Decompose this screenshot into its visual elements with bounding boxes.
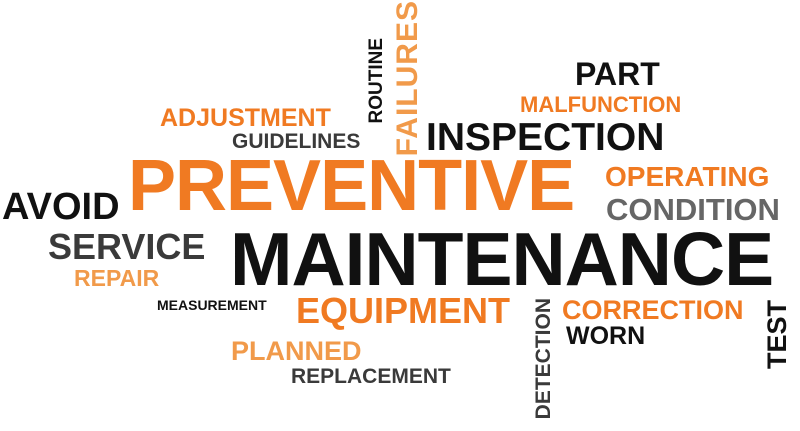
word-equipment: EQUIPMENT [296,290,511,331]
word-failures: FAILURES [391,0,424,157]
word-planned: PLANNED [231,336,362,366]
word-repair: REPAIR [74,265,160,291]
word-correction: CORRECTION [562,295,744,325]
word-malfunction: MALFUNCTION [520,92,682,117]
word-test: TEST [762,300,792,370]
word-routine: ROUTINE [366,38,387,124]
word-detection: DETECTION [532,298,555,420]
word-inspection: INSPECTION [426,116,665,159]
word-avoid: AVOID [2,186,120,228]
word-worn: WORN [566,322,646,350]
word-measurement: MEASUREMENT [157,297,267,313]
word-adjustment: ADJUSTMENT [160,104,331,132]
word-replacement: REPLACEMENT [291,365,451,388]
word-preventive: PREVENTIVE [128,146,575,226]
word-service: SERVICE [48,226,206,267]
word-maintenance: MAINTENANCE [230,217,774,301]
word-condition: CONDITION [606,192,780,227]
word-guidelines: GUIDELINES [232,130,361,153]
word-operating: OPERATING [605,161,770,192]
word-part: PART [575,56,660,92]
